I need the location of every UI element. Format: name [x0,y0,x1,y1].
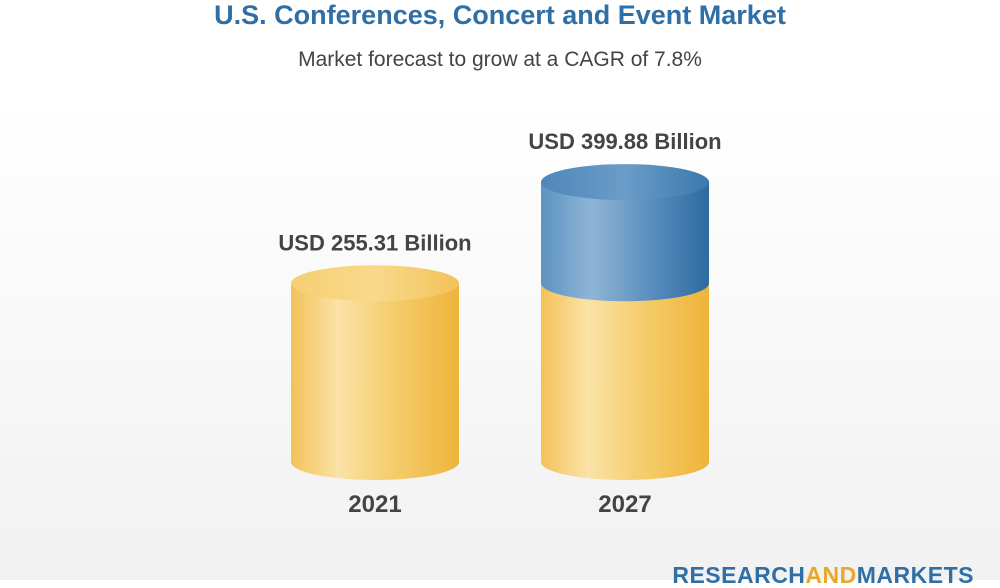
value-label-2027: USD 399.88 Billion [528,129,721,154]
category-label-2027: 2027 [598,491,651,518]
bar-segment-growth-2027 [541,182,709,302]
value-label-2021: USD 255.31 Billion [278,230,471,255]
bar-top-cap-2027 [541,164,709,201]
chart-subtitle: Market forecast to grow at a CAGR of 7.8… [298,48,702,71]
chart-title: U.S. Conferences, Concert and Event Mark… [214,0,786,30]
bar-segment-base-2027 [541,283,709,480]
brand-logo-and: AND [805,562,857,588]
category-label-2021: 2021 [348,491,401,518]
brand-logo-research: RESEARCH [672,562,806,588]
brand-logo: RESEARCHANDMARKETS [672,562,974,588]
bar-segment-base-2021 [291,283,459,480]
brand-logo-markets: MARKETS [856,562,974,588]
bar-top-cap-2021 [291,265,459,302]
